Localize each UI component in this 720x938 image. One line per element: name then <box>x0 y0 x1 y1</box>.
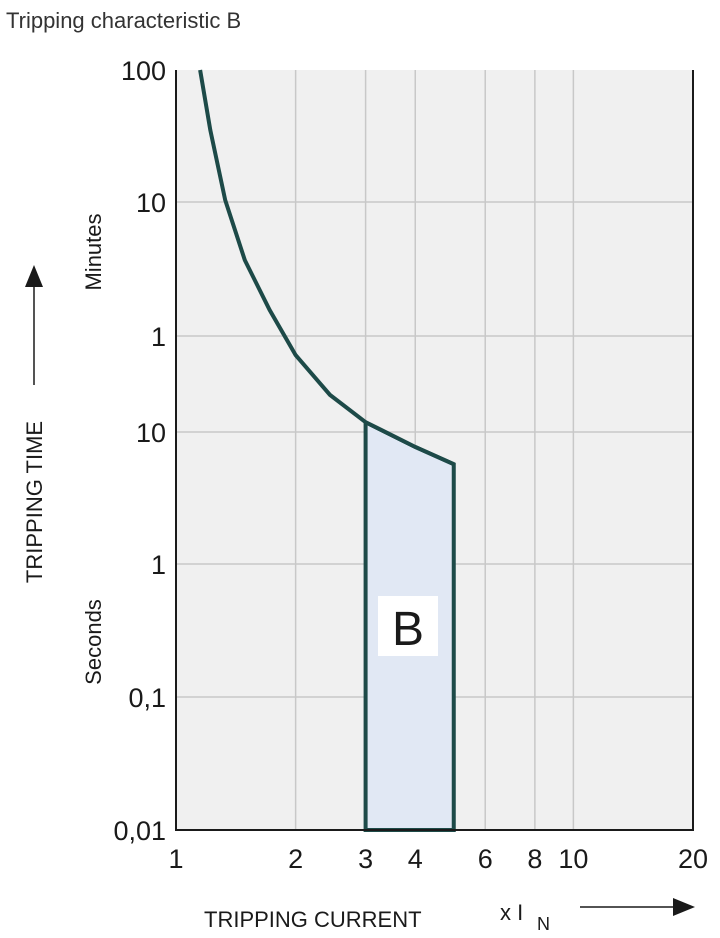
y-tick-label: 100 <box>121 56 166 86</box>
chart-title: Tripping characteristic B <box>6 8 241 33</box>
x-arrow-head-icon <box>673 898 695 916</box>
y-axis-label: TRIPPING TIME <box>22 421 47 583</box>
x-tick-label: 1 <box>168 844 183 874</box>
y-tick-label: 1 <box>151 322 166 352</box>
x-tick-label: 4 <box>408 844 423 874</box>
region-label-bg <box>378 596 438 656</box>
x-tick-label: 10 <box>558 844 588 874</box>
y-tick-label: 10 <box>136 188 166 218</box>
y-tick-label: 0,1 <box>128 683 166 713</box>
x-tick-label: 2 <box>288 844 303 874</box>
x-unit-subscript: N <box>537 914 550 934</box>
tripping-curve <box>198 69 455 467</box>
y-tick-label: 10 <box>136 418 166 448</box>
x-axis-label: TRIPPING CURRENT <box>204 907 422 932</box>
x-unit: x I <box>500 900 523 925</box>
plot-frame <box>175 70 694 831</box>
y-tick-label: 1 <box>151 550 166 580</box>
x-tick-label: 20 <box>678 844 708 874</box>
y-arrow-head-icon <box>25 265 43 287</box>
x-tick-label: 3 <box>358 844 373 874</box>
y-tick-label: 0,01 <box>113 816 166 846</box>
region-label: B <box>392 603 424 656</box>
x-tick-label: 8 <box>527 844 542 874</box>
y-unit-minutes: Minutes <box>81 213 106 290</box>
x-tick-label: 6 <box>478 844 493 874</box>
y-unit-seconds: Seconds <box>81 599 106 685</box>
